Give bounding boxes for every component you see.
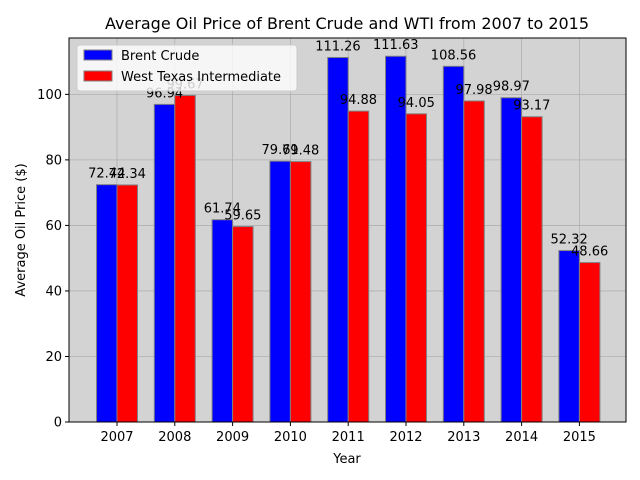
y-tick-label: 0	[54, 416, 62, 431]
data-label-wti: 94.88	[340, 93, 377, 108]
bar-brent	[442, 65, 465, 423]
bar-brent	[385, 55, 407, 423]
y-tick-label: 40	[45, 284, 62, 299]
data-label-brent: 72.44	[88, 167, 125, 182]
x-tick-label: 2015	[563, 430, 596, 445]
bar-wti	[347, 110, 370, 423]
legend: Brent Crude West Texas Intermediate	[76, 44, 298, 92]
bar-brent	[96, 184, 118, 423]
plot-frame	[68, 37, 627, 423]
chart-title: Average Oil Price of Brent Crude and WTI…	[105, 14, 589, 33]
legend-box	[76, 44, 298, 92]
y-tick-label: 60	[45, 219, 62, 234]
bar-wti	[521, 116, 543, 423]
data-labels: 72.4472.3496.9499.6761.7459.6579.6179.48…	[88, 38, 608, 259]
data-label-wti: 79.48	[282, 144, 319, 159]
bar-wti	[405, 113, 427, 423]
x-tick-label: 2008	[158, 430, 191, 445]
bars	[96, 55, 601, 423]
data-label-brent: 79.61	[262, 143, 299, 158]
y-tick-label: 80	[45, 153, 62, 168]
y-axis-label: Average Oil Price ($)	[14, 163, 29, 296]
x-tick-label: 2010	[274, 430, 307, 445]
x-axis-label: Year	[332, 452, 361, 467]
x-tick-label: 2011	[332, 430, 365, 445]
bar-brent	[500, 97, 523, 423]
y-tick-label: 20	[45, 350, 62, 365]
data-label-brent: 61.74	[204, 202, 241, 217]
bar-wti	[289, 161, 312, 423]
x-tick-label: 2012	[389, 430, 422, 445]
data-label-wti: 48.66	[571, 245, 608, 260]
x-tick-label: 2013	[447, 430, 480, 445]
bar-wti	[174, 94, 196, 423]
y-tick-label: 100	[37, 88, 62, 103]
data-label-brent: 52.32	[551, 233, 588, 248]
legend-swatch-wti	[83, 70, 113, 82]
x-tick-label: 2007	[100, 430, 133, 445]
bar-wti	[116, 184, 138, 423]
x-tick-label: 2014	[505, 430, 538, 445]
data-label-brent: 98.97	[493, 80, 530, 95]
data-label-wti: 93.17	[513, 99, 550, 114]
legend-label-brent: Brent Crude	[121, 49, 199, 64]
data-label-wti: 72.34	[109, 167, 146, 182]
data-label-wti: 97.98	[455, 83, 492, 98]
data-label-brent: 111.26	[315, 39, 361, 54]
bar-wti	[463, 100, 485, 423]
legend-swatch-brent	[83, 49, 113, 61]
bar-brent	[269, 160, 291, 423]
data-label-wti: 59.65	[224, 209, 261, 224]
data-label-wti: 94.05	[398, 96, 435, 111]
y-axis: 0 20 40 60 80 100	[37, 88, 69, 431]
data-label-brent: 108.56	[431, 48, 477, 63]
legend-label-wti: West Texas Intermediate	[121, 70, 281, 85]
x-axis: 2007 2008 2009 2010 2011 2012 2013 2014 2015	[100, 422, 596, 445]
bar-brent	[327, 56, 349, 423]
bar-wti	[232, 226, 254, 423]
bar-brent	[211, 219, 234, 423]
bar-brent	[558, 250, 580, 423]
bar-wti	[578, 262, 601, 423]
data-label-brent: 111.63	[373, 38, 419, 53]
x-tick-label: 2009	[216, 430, 249, 445]
bar-brent	[153, 103, 176, 423]
